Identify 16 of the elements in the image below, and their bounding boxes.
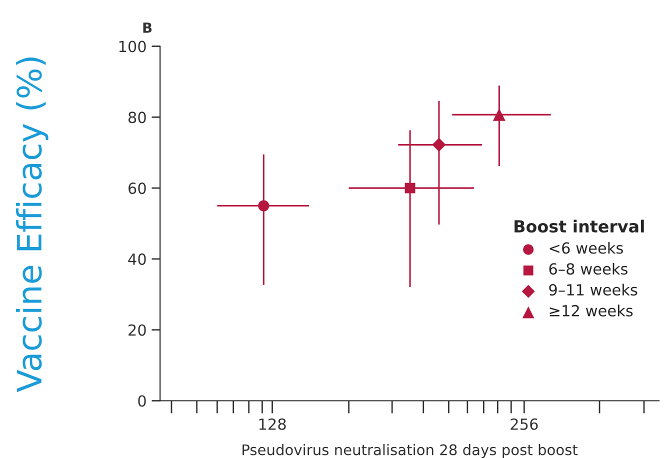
y-tick-label: 100 (119, 40, 146, 52)
legend-title: Boost interval (514, 220, 644, 233)
x-axis-title: Pseudovirus neutralisation 28 days post boost (242, 444, 578, 458)
y-tick-label: 60 (128, 182, 146, 194)
legend-label: <6 weeks (550, 242, 623, 254)
y-tick-label: 0 (138, 395, 146, 407)
chart-title: B (143, 22, 152, 33)
x-tick-label: 128 (259, 418, 286, 430)
y-tick-label: 80 (128, 112, 146, 124)
y-tick-label: 20 (128, 324, 146, 336)
y-tick-label: 40 (128, 253, 146, 265)
x-tick-label: 256 (510, 418, 538, 430)
legend-label: 9–11 weeks (549, 284, 638, 296)
legend-label: ≥12 weeks (550, 304, 633, 316)
legend-label: 6–8 weeks (549, 262, 628, 275)
y-axis-title: Vaccine Efficacy (%) (16, 58, 48, 392)
